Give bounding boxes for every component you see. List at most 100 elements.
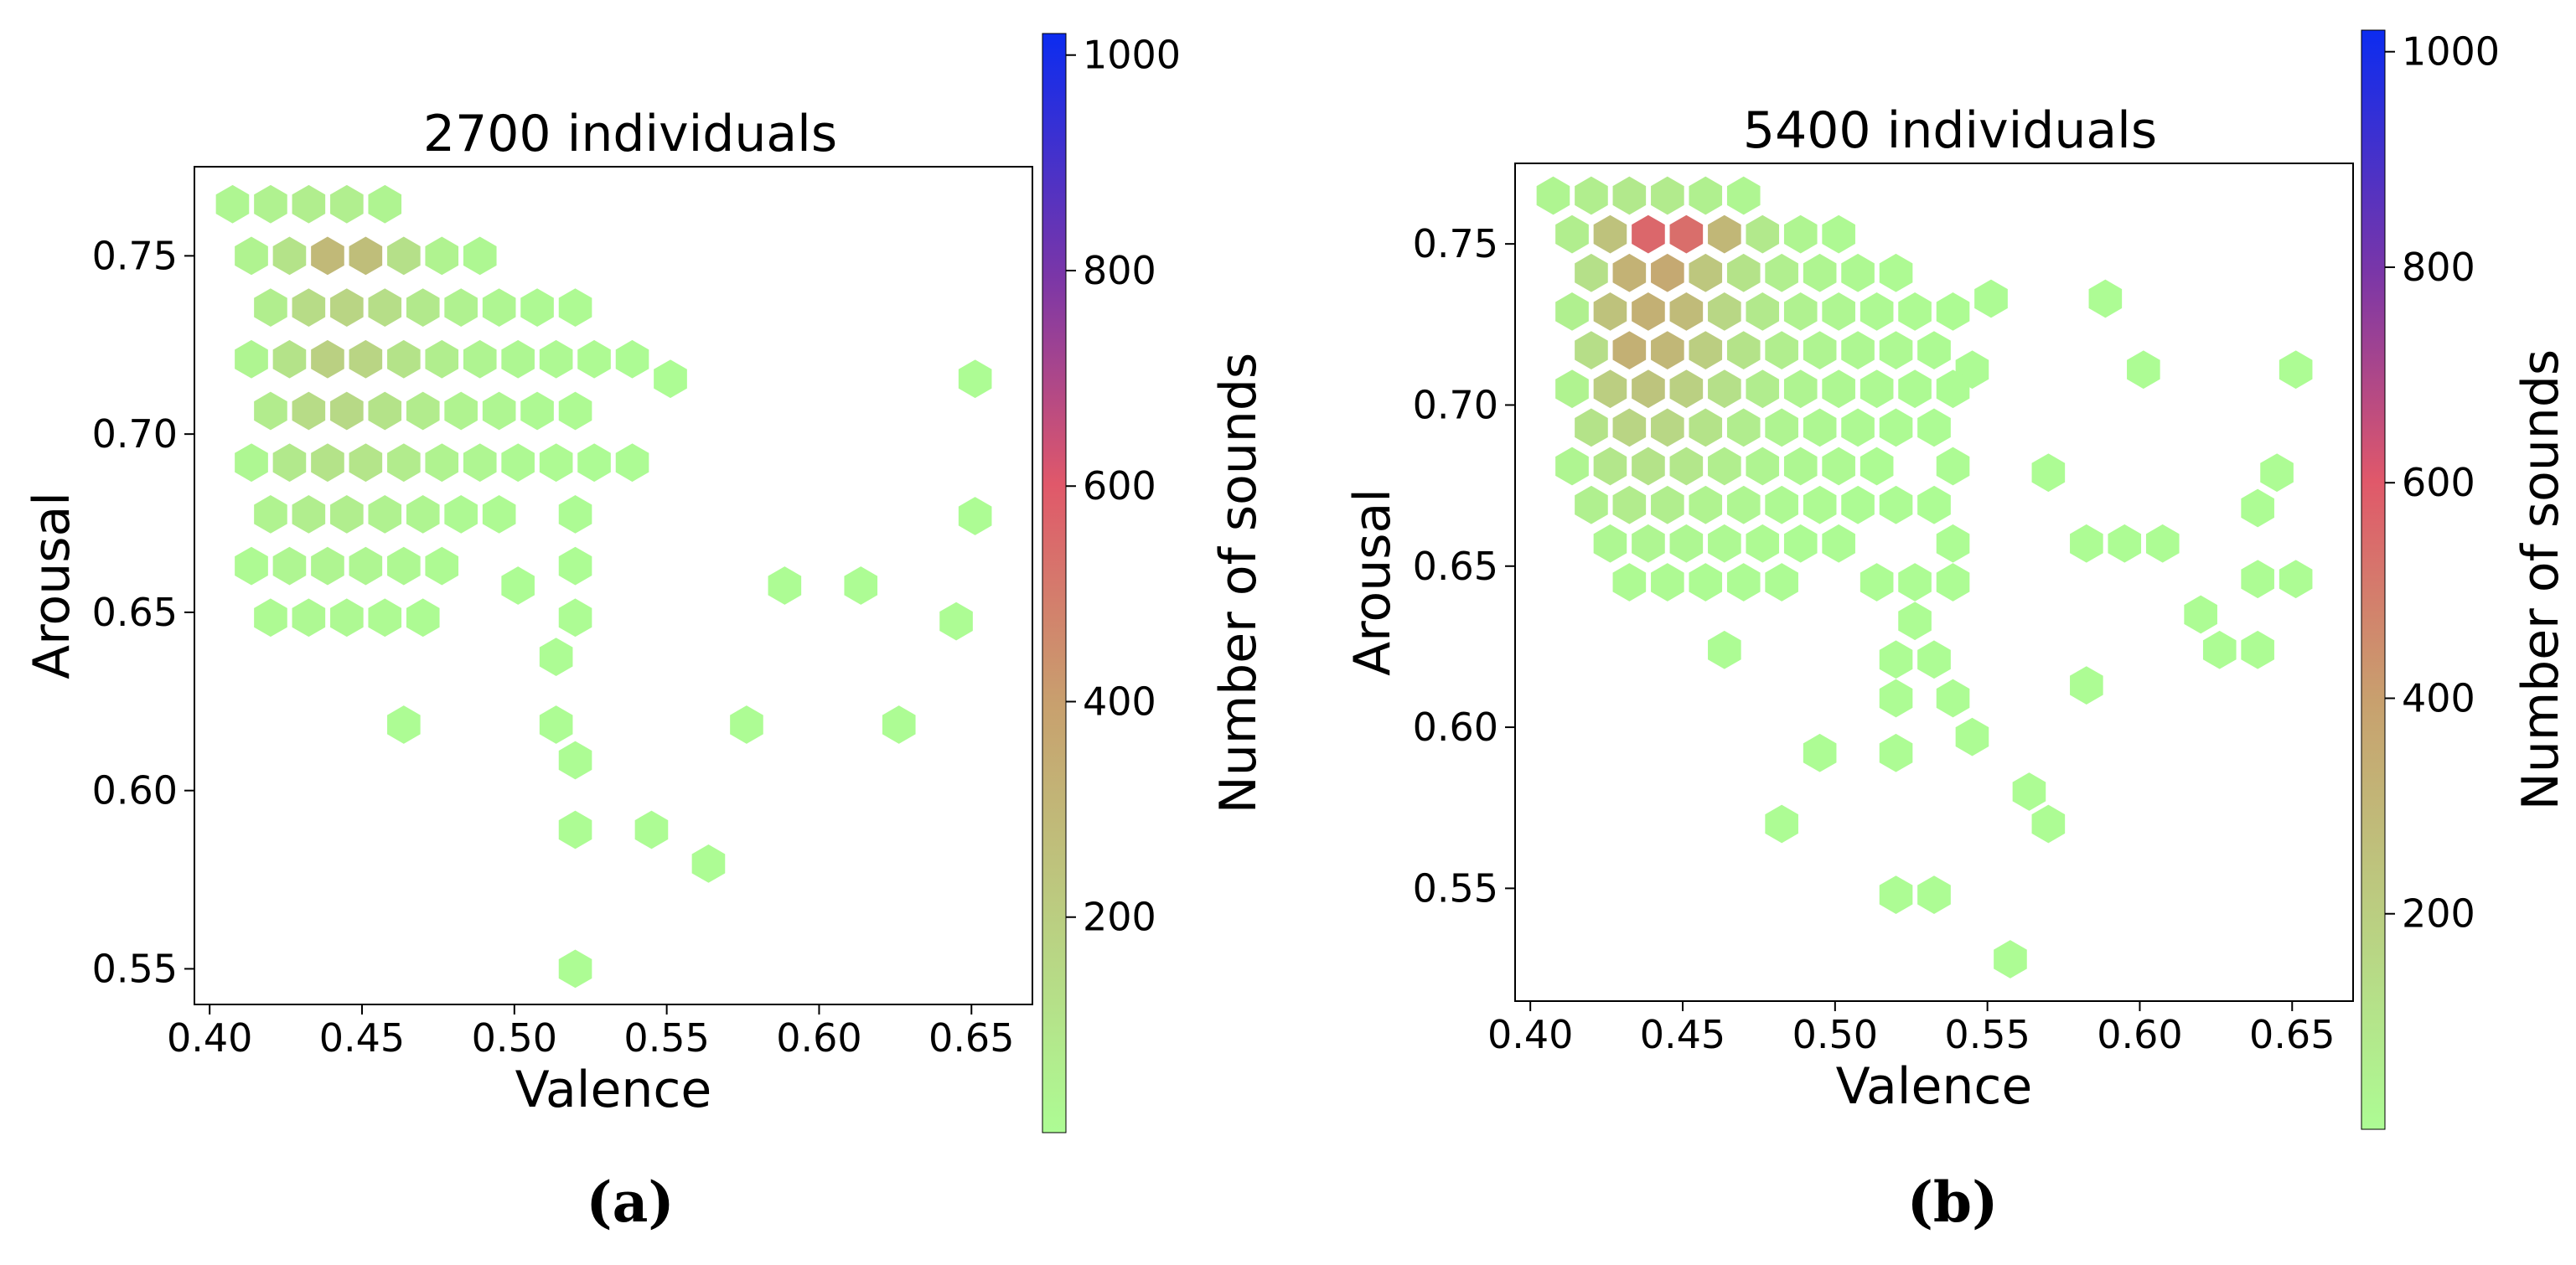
hexbin-cell xyxy=(1783,292,1818,331)
hexbin-cell xyxy=(1669,369,1704,409)
hexbin-cell xyxy=(501,566,535,605)
hexbin-cell xyxy=(1575,408,1608,447)
hexbin-cell xyxy=(272,443,307,483)
x-tick-label: 0.60 xyxy=(776,1015,861,1061)
hexbin-cell xyxy=(425,443,459,483)
x-axis-label: Valence xyxy=(515,1061,712,1119)
hexbin-cell xyxy=(1783,524,1818,563)
hexbin-cell xyxy=(1593,214,1627,254)
hexbin-cell xyxy=(349,236,383,276)
colorbar-tick-label: 1000 xyxy=(2402,29,2500,75)
x-tick-label: 0.60 xyxy=(2097,1012,2182,1057)
hexbin-cell xyxy=(1651,253,1684,292)
hexbin-cell xyxy=(1879,408,1913,447)
hexbin-cell xyxy=(1879,733,1913,772)
hexbin-cell xyxy=(2202,630,2237,669)
hexbin-cell xyxy=(520,288,554,327)
hexbin-cell xyxy=(330,495,364,534)
hexbin-cell xyxy=(1917,485,1951,524)
hexbin-cell xyxy=(482,391,516,431)
hexbin-cell xyxy=(368,598,402,638)
hexbin-cell xyxy=(501,339,535,379)
hexbin-cell xyxy=(1936,292,1970,331)
hexbin-cell xyxy=(501,443,535,483)
hexbin-cell xyxy=(235,339,268,379)
hexbin-cell xyxy=(292,495,326,534)
hexbin-cell xyxy=(1726,485,1761,524)
hexbin-cell xyxy=(292,184,326,224)
hexbin-cell xyxy=(1708,630,1741,669)
hexbin-cell xyxy=(1708,524,1741,563)
hexbin-cell xyxy=(1651,176,1684,215)
hexbin-cell xyxy=(349,339,383,379)
colorbar-tick-label: 400 xyxy=(2402,675,2475,720)
hexbin-cell xyxy=(463,443,497,483)
panel-caption: (a) xyxy=(586,1169,674,1235)
colorbar-ticks: 200 400 600 800 1000 xyxy=(1066,33,1181,940)
y-axis: 0.55 0.60 0.65 0.70 0.75 xyxy=(1413,221,1515,911)
hexbin-cell xyxy=(1879,253,1913,292)
hexbin-cell xyxy=(634,810,669,849)
hexbin-cell xyxy=(1822,292,1855,331)
hexbin-cell xyxy=(425,546,459,586)
hexbin-cell xyxy=(444,288,478,327)
hexbin-cell xyxy=(330,184,364,224)
hexbin-cell xyxy=(1879,875,1913,914)
hexbin-cell xyxy=(882,705,916,744)
hexbin-cell xyxy=(1994,940,2027,978)
hexbin-cell xyxy=(254,184,287,224)
hexbin-cell xyxy=(1632,369,1665,409)
hexbin-cell xyxy=(1879,640,1913,679)
hexbin-cell xyxy=(1841,408,1875,447)
hexbin-cell xyxy=(482,495,516,534)
hexbin-cell xyxy=(272,546,307,586)
colorbar-tick-label: 1000 xyxy=(1083,33,1181,78)
x-axis-label: Valence xyxy=(1836,1057,2033,1116)
hexbin-cell xyxy=(1822,369,1855,409)
hexbin-cell xyxy=(1746,292,1780,331)
hexbin-cell xyxy=(2031,453,2066,493)
hexbin-cell xyxy=(1917,640,1951,679)
hexbin-cell xyxy=(1575,485,1608,524)
colorbar-tick-label: 800 xyxy=(2402,245,2475,290)
x-tick-label: 0.40 xyxy=(167,1015,252,1061)
hexbin-layer xyxy=(215,184,992,989)
x-tick-label: 0.55 xyxy=(1944,1012,2030,1057)
hexbin-cell xyxy=(330,598,364,638)
hexbin-cell xyxy=(1746,524,1780,563)
hexbin-cell xyxy=(1822,214,1855,254)
hexbin-cell xyxy=(406,288,440,327)
hexbin-cell xyxy=(558,949,592,989)
y-tick-label: 0.70 xyxy=(1413,382,1498,427)
hexbin-cell xyxy=(1632,214,1665,254)
hexbin-cell xyxy=(1746,447,1780,486)
hexbin-cell xyxy=(1841,331,1875,369)
hexbin-cell xyxy=(1936,369,1970,409)
hexbin-cell xyxy=(1689,176,1723,215)
hexbin-cell xyxy=(1783,447,1818,486)
hexbin-cell xyxy=(844,566,878,605)
hexbin-cell xyxy=(311,236,344,276)
hexbin-cell xyxy=(368,184,402,224)
hexbin-cell xyxy=(1651,485,1684,524)
hexbin-cell xyxy=(272,236,307,276)
hexbin-cell xyxy=(1555,447,1589,486)
hexbin-cell xyxy=(2088,279,2123,318)
hexbin-cell xyxy=(577,443,611,483)
hexbin-cell xyxy=(558,495,592,534)
hexbin-cell xyxy=(558,810,592,849)
hexbin-cell xyxy=(1669,214,1704,254)
y-tick-label: 0.75 xyxy=(1413,221,1498,266)
hexbin-cell xyxy=(1860,369,1894,409)
hexbin-cell xyxy=(2070,666,2103,705)
hexbin-cell xyxy=(2241,488,2274,528)
hexbin-cell xyxy=(425,236,459,276)
hexbin-cell xyxy=(444,391,478,431)
hexbin-cell xyxy=(539,705,573,744)
hexbin-cell xyxy=(615,339,649,379)
hexbin-cell xyxy=(539,339,573,379)
hexbin-cell xyxy=(730,705,763,744)
x-tick-label: 0.55 xyxy=(623,1015,709,1061)
hexbin-cell xyxy=(1765,804,1798,844)
